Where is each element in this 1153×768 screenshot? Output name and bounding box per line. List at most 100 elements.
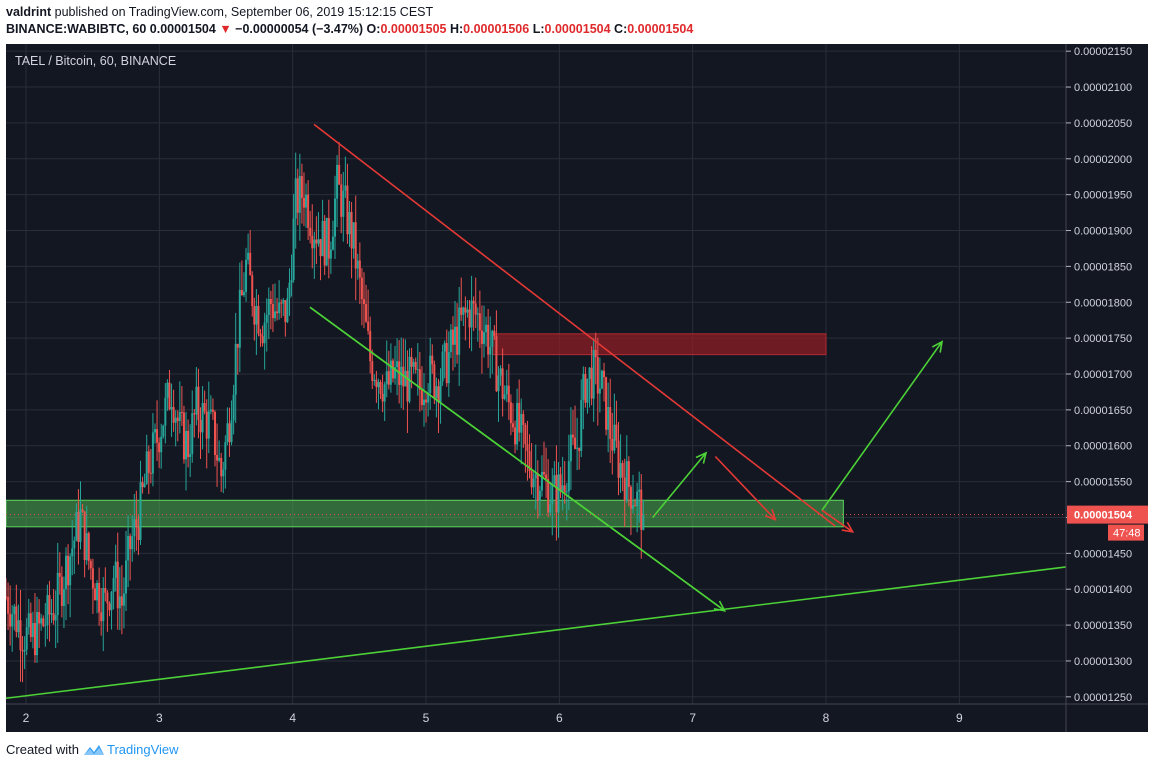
candle-body bbox=[346, 185, 349, 235]
candle-body bbox=[118, 596, 121, 609]
candle-body bbox=[582, 374, 585, 400]
candle-body bbox=[429, 355, 432, 394]
candle-body bbox=[54, 615, 57, 621]
candle-body bbox=[360, 277, 363, 300]
candle-body bbox=[125, 560, 128, 594]
projection-arrow-down-head bbox=[764, 508, 777, 521]
candle-body bbox=[352, 222, 355, 249]
candle-body bbox=[147, 451, 150, 473]
candle-body bbox=[586, 378, 589, 403]
candle-body bbox=[412, 361, 415, 367]
candle-body bbox=[319, 239, 322, 257]
candle-body bbox=[514, 427, 517, 445]
candle-body bbox=[56, 572, 59, 616]
candle-body bbox=[387, 371, 390, 385]
candle-body bbox=[236, 343, 239, 348]
candle-body bbox=[160, 436, 163, 453]
candle-body bbox=[325, 218, 328, 266]
countdown-label: 47:48 bbox=[1113, 528, 1141, 540]
candle-body bbox=[98, 582, 101, 613]
candle-body bbox=[478, 313, 481, 331]
candle-body bbox=[340, 184, 343, 217]
chart-title: TAEL / Bitcoin, 60, BINANCE bbox=[15, 54, 176, 68]
candle-body bbox=[381, 393, 384, 402]
candle-body bbox=[174, 417, 177, 423]
candle-body bbox=[263, 322, 266, 344]
projection-arrow-down-head bbox=[841, 521, 855, 533]
candle-body bbox=[404, 370, 407, 387]
candle-body bbox=[292, 218, 295, 280]
candle-body bbox=[79, 509, 82, 543]
symbol-info: BINANCE:WABIBTC, 60 0.00001504 ▼ −0.0000… bbox=[6, 21, 693, 38]
candle-body bbox=[619, 463, 622, 478]
candle-body bbox=[58, 572, 61, 577]
author-name[interactable]: valdrint bbox=[6, 5, 52, 19]
close-value: 0.00001504 bbox=[627, 22, 694, 36]
candle-body bbox=[257, 306, 260, 334]
ascending-support-line[interactable] bbox=[5, 566, 1067, 700]
candle-body bbox=[369, 330, 372, 362]
candle-body bbox=[238, 289, 241, 348]
candle-body bbox=[576, 447, 579, 449]
candle-body bbox=[565, 491, 568, 493]
candle-body bbox=[391, 360, 394, 379]
candle-body bbox=[33, 623, 36, 656]
descending-resistance-line[interactable] bbox=[313, 123, 836, 527]
candle-body bbox=[578, 447, 581, 451]
y-tick-label: 0.00002000 bbox=[1074, 154, 1132, 166]
y-tick-label: 0.00001700 bbox=[1074, 369, 1132, 381]
candle-body bbox=[234, 343, 237, 395]
candle-body bbox=[245, 259, 248, 293]
candle-body bbox=[180, 411, 183, 413]
candle-body bbox=[497, 375, 500, 392]
candle-body bbox=[294, 178, 297, 219]
candle-body bbox=[605, 377, 608, 430]
projection-arrow-up-head bbox=[931, 340, 944, 353]
candle-body bbox=[11, 614, 14, 627]
symbol-label: BINANCE:WABIBTC, 60 bbox=[6, 22, 147, 36]
candle-body bbox=[383, 384, 386, 402]
candle-body bbox=[170, 407, 173, 410]
candle-body bbox=[240, 289, 243, 296]
high-value: 0.00001506 bbox=[463, 22, 530, 36]
tradingview-brand-link[interactable]: TradingView bbox=[83, 742, 179, 757]
candle-body bbox=[276, 311, 279, 314]
candle-body bbox=[137, 527, 140, 540]
projection-arrow-down[interactable] bbox=[821, 509, 854, 533]
candle-body bbox=[607, 407, 610, 430]
candle-body bbox=[617, 440, 620, 478]
candle-body bbox=[427, 393, 430, 403]
candle-body bbox=[265, 315, 268, 323]
close-label: C: bbox=[614, 22, 628, 36]
candle-body bbox=[592, 349, 595, 399]
candle-body bbox=[422, 399, 425, 406]
candlestick-chart[interactable]: 0.00002150 0.00002100 0.00002050 0.00002000… bbox=[5, 44, 1148, 732]
candle-body bbox=[224, 442, 227, 470]
candle-body bbox=[323, 220, 326, 266]
projection-arrow-up[interactable] bbox=[821, 341, 943, 511]
chart-area[interactable]: 0.00002150 0.00002100 0.00002050 0.00002000… bbox=[5, 44, 1148, 732]
projection-arrow-down[interactable] bbox=[714, 455, 776, 521]
candle-body bbox=[271, 304, 274, 319]
candle-body bbox=[623, 477, 626, 501]
candle-body bbox=[23, 649, 26, 652]
candle-body bbox=[253, 306, 256, 325]
candle-body bbox=[267, 299, 270, 316]
candle-body bbox=[162, 425, 165, 437]
candle-body bbox=[48, 595, 51, 615]
candle-body bbox=[42, 618, 45, 626]
candle-body bbox=[441, 351, 444, 382]
candle-body bbox=[211, 409, 214, 412]
candle-body bbox=[445, 343, 448, 384]
descending-support-arrow[interactable] bbox=[309, 306, 726, 612]
candle-body bbox=[44, 625, 47, 627]
candle-body bbox=[555, 475, 558, 513]
projection-arrow-up[interactable] bbox=[652, 452, 707, 518]
candle-body bbox=[487, 324, 490, 355]
candle-body bbox=[166, 382, 169, 398]
candle-body bbox=[216, 455, 219, 461]
candle-body bbox=[594, 349, 597, 358]
candle-body bbox=[373, 379, 376, 381]
candle-body bbox=[547, 478, 550, 513]
candle-body bbox=[127, 535, 130, 561]
